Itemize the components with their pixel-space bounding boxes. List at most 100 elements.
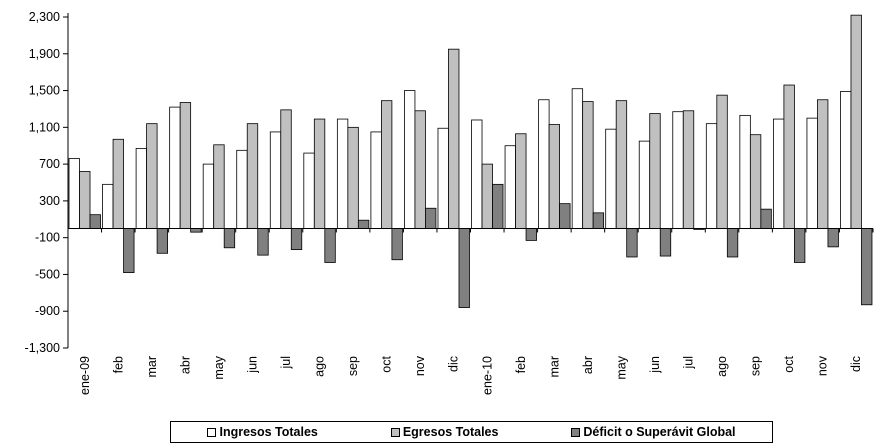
x-tick-label-6: jul	[279, 356, 293, 370]
x-tick-label-20: sep	[749, 356, 763, 376]
legend-entry-deficit: Déficit o Superávit Global	[571, 425, 736, 439]
x-tick-label-11: dic	[447, 356, 461, 372]
y-tick-label-3: -100	[35, 231, 60, 245]
bar-s2-10	[425, 207, 437, 229]
bar-s2-5	[257, 228, 269, 256]
bar-s0-13	[504, 145, 516, 229]
x-tick-label-13: feb	[514, 356, 528, 373]
legend: Ingresos Totales Egresos Totales Déficit…	[170, 421, 773, 443]
bar-s0-8	[336, 118, 349, 229]
x-tick-label-4: may	[212, 355, 226, 379]
x-tick-label-21: oct	[782, 355, 796, 372]
bar-s1-4	[213, 144, 225, 229]
bar-s1-17	[649, 113, 661, 229]
x-tick-label-12: ene-10	[480, 356, 494, 395]
bar-s0-17	[638, 140, 651, 229]
bar-s0-15	[571, 88, 584, 229]
bar-s1-11	[448, 48, 460, 229]
bar-s1-2	[146, 123, 158, 229]
x-tick-label-8: sep	[346, 356, 360, 376]
bar-s0-6	[269, 131, 282, 229]
legend-swatch-ingresos	[207, 427, 217, 437]
bar-s0-12	[471, 119, 483, 229]
y-tick-label-9: 2,300	[29, 10, 60, 24]
bar-s1-1	[112, 138, 124, 229]
bar-s2-16	[626, 228, 638, 258]
bar-s2-20	[760, 208, 772, 229]
bar-s2-3	[190, 228, 202, 233]
bar-s1-20	[749, 134, 762, 229]
bar-s2-21	[794, 228, 806, 263]
x-tick-label-23: dic	[849, 356, 863, 372]
bar-s2-0	[89, 214, 101, 229]
legend-label-egresos: Egresos Totales	[402, 425, 499, 439]
legend-label-ingresos: Ingresos Totales	[219, 425, 318, 439]
bar-s2-12	[492, 183, 504, 229]
bar-s0-18	[672, 111, 684, 229]
x-tick-label-0: ene-09	[78, 356, 92, 395]
bar-s2-6	[290, 228, 303, 251]
x-tick-label-19: ago	[715, 356, 729, 377]
bar-s1-0	[79, 171, 91, 229]
bar-s0-4	[202, 163, 215, 229]
x-tick-label-16: may	[614, 355, 628, 379]
bar-s0-10	[404, 90, 416, 229]
bar-s2-22	[827, 228, 839, 248]
bar-s0-16	[605, 128, 617, 229]
y-tick-label-7: 1,500	[29, 84, 60, 98]
legend-label-deficit: Déficit o Superávit Global	[583, 425, 736, 439]
x-tick-label-14: mar	[547, 356, 561, 378]
bar-s2-23	[861, 228, 873, 306]
y-tick-label-8: 1,900	[29, 47, 60, 61]
bar-s1-21	[783, 84, 795, 229]
bar-s2-2	[156, 228, 169, 254]
bar-s2-11	[458, 228, 470, 308]
bar-s2-13	[525, 228, 537, 241]
bar-s1-19	[716, 94, 728, 229]
x-tick-label-22: nov	[816, 355, 830, 376]
y-tick-label-2: -500	[35, 267, 60, 281]
y-tick-label-4: 300	[39, 194, 60, 208]
bar-s2-1	[123, 228, 135, 274]
bar-s1-5	[246, 123, 259, 229]
bar-s1-7	[313, 118, 326, 229]
bar-s0-3	[169, 106, 181, 229]
bar-s0-11	[437, 127, 449, 229]
bar-s1-9	[380, 100, 393, 229]
y-tick-label-1: -900	[35, 304, 60, 318]
bar-s1-16	[615, 100, 628, 229]
legend-entry-egresos: Egresos Totales	[390, 425, 499, 439]
bar-s0-14	[538, 99, 550, 229]
bar-s2-4	[223, 228, 236, 249]
bar-chart: -1,300 -900 -500 -100 300 700 1,100 1,500 1,900 2…	[25, 10, 874, 395]
bar-s0-7	[303, 152, 315, 229]
x-tick-label-7: ago	[313, 356, 327, 377]
x-tick-label-2: mar	[145, 356, 159, 378]
bar-s0-9	[370, 131, 382, 229]
bar-s0-20	[739, 114, 751, 229]
bar-s0-21	[773, 118, 785, 229]
bar-s0-22	[806, 117, 818, 229]
y-tick-label-6: 1,100	[29, 120, 60, 134]
bar-s2-17	[659, 228, 672, 257]
legend-swatch-egresos	[390, 427, 400, 437]
bar-s1-15	[582, 101, 594, 229]
y-tick-label-5: 700	[39, 157, 60, 171]
x-tick-label-1: feb	[111, 356, 125, 373]
x-tick-label-18: jul	[682, 356, 696, 370]
x-tick-label-9: oct	[380, 355, 394, 372]
bar-s1-23	[850, 14, 862, 229]
bar-s1-12	[481, 163, 493, 229]
bar-s1-14	[548, 124, 560, 229]
x-tick-label-5: jun	[245, 356, 259, 374]
bar-s0-0	[68, 158, 80, 229]
x-tick-label-3: abr	[178, 356, 192, 374]
bar-s1-22	[817, 99, 829, 229]
bar-s0-23	[840, 91, 852, 229]
bar-s1-8	[347, 126, 359, 229]
legend-entry-ingresos: Ingresos Totales	[207, 425, 318, 439]
bar-s1-10	[414, 110, 426, 229]
bar-s1-6	[280, 109, 292, 229]
bar-s2-9	[391, 228, 403, 261]
bar-s2-15	[592, 212, 605, 229]
